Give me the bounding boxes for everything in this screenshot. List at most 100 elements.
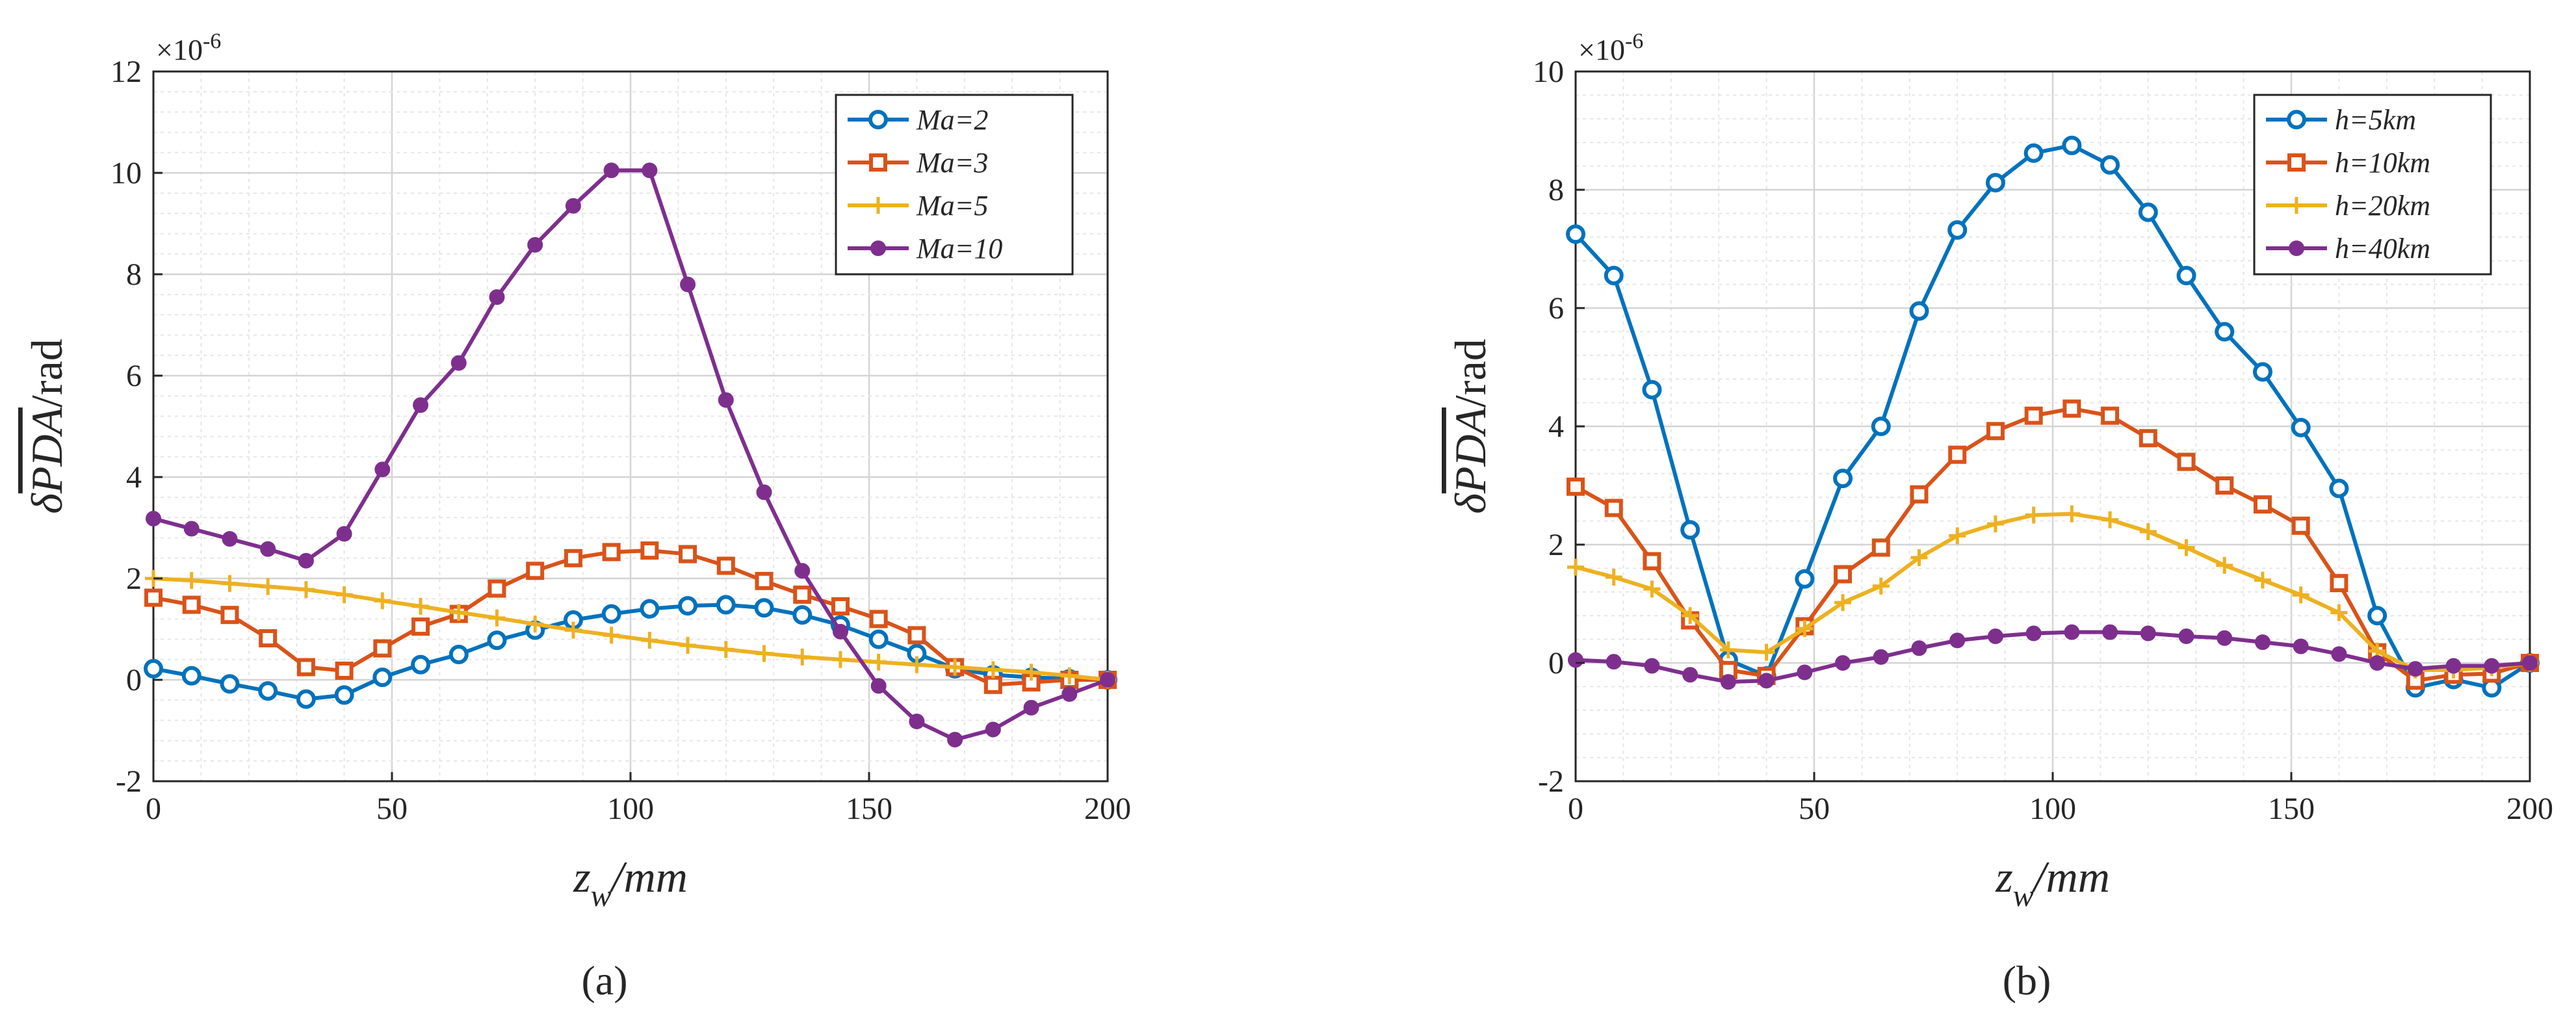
data-point — [1834, 565, 1853, 584]
y-tick-label: -2 — [116, 764, 142, 799]
data-point — [2331, 646, 2347, 662]
data-point — [2367, 606, 2387, 626]
data-point — [259, 629, 278, 648]
panel-a-x-ticks: 0 50 100 150 200 — [146, 772, 1131, 826]
data-point — [1797, 664, 1813, 680]
x-tick-label: 150 — [2268, 792, 2315, 826]
data-point — [2522, 655, 2538, 671]
panel-b-y-ticks: -2 0 2 4 6 8 10 — [1533, 55, 1585, 799]
data-point — [603, 162, 619, 179]
data-point — [1871, 417, 1891, 436]
data-point — [450, 355, 467, 371]
data-point — [1604, 499, 1623, 517]
data-point — [1720, 674, 1736, 690]
svg-text:δPDA/rad: δPDA/rad — [22, 339, 72, 514]
data-point — [488, 579, 506, 598]
data-point — [716, 595, 736, 615]
data-point — [298, 552, 314, 569]
data-point — [1909, 301, 1929, 321]
data-point — [2292, 586, 2309, 604]
data-point — [146, 510, 161, 526]
data-point — [564, 621, 582, 639]
data-point — [488, 609, 506, 627]
data-point — [679, 636, 697, 654]
panel-b-series — [1566, 135, 2540, 698]
y-tick-label: 6 — [126, 359, 142, 393]
legend-item: h=5km — [2266, 104, 2416, 136]
data-point — [1644, 658, 1660, 674]
data-point — [1643, 552, 1661, 571]
data-point — [335, 661, 354, 680]
data-point — [1643, 580, 1661, 598]
data-point — [640, 541, 659, 560]
data-point — [297, 581, 315, 599]
data-point — [678, 596, 698, 616]
panel-b-x-ticks: 0 50 100 150 200 — [1568, 772, 2553, 826]
data-point — [1719, 641, 1737, 658]
panel-a-y-axis-label: δPDA/rad — [22, 339, 72, 514]
data-point — [2101, 406, 2120, 425]
data-point — [2176, 265, 2196, 285]
data-point — [984, 661, 1002, 679]
data-point — [1568, 652, 1583, 668]
data-point — [1871, 538, 1890, 557]
data-point — [2100, 155, 2120, 175]
data-point — [832, 623, 848, 640]
data-point — [756, 484, 772, 500]
data-point — [2369, 655, 2386, 671]
data-point — [258, 681, 278, 701]
data-point — [222, 531, 238, 547]
data-point — [374, 592, 391, 610]
data-point — [411, 654, 431, 675]
data-point — [296, 689, 316, 709]
series-h=40km — [1568, 624, 2538, 690]
data-point — [2252, 362, 2272, 382]
legend-label: h=10km — [2335, 147, 2430, 179]
y-tick-label: 12 — [111, 55, 142, 89]
data-point — [2062, 135, 2082, 155]
data-point — [754, 598, 774, 618]
data-point — [526, 562, 545, 580]
data-point — [717, 641, 735, 658]
legend-label: Ma=3 — [916, 147, 988, 179]
data-point — [2215, 322, 2235, 342]
y-tick-label: 4 — [126, 460, 142, 495]
data-point — [2024, 406, 2043, 425]
data-point — [640, 599, 660, 619]
data-point — [144, 588, 163, 607]
data-point — [412, 597, 430, 615]
data-point — [2217, 630, 2233, 646]
data-point — [680, 276, 696, 292]
data-point — [985, 721, 1001, 738]
data-point — [947, 732, 963, 748]
data-point — [1873, 649, 1889, 665]
data-point — [602, 543, 621, 562]
data-point — [1100, 672, 1115, 688]
data-point — [1682, 607, 1699, 625]
data-point — [792, 605, 813, 625]
data-point — [2330, 604, 2348, 621]
data-point — [1947, 220, 1968, 240]
panel-a-legend: Ma=2 Ma=3 Ma=5 Ma=10 — [835, 94, 1074, 276]
data-point — [1642, 380, 1662, 400]
legend-marker — [870, 240, 886, 256]
legend-item: h=10km — [2266, 147, 2430, 179]
data-point — [2330, 574, 2348, 593]
legend-item: Ma=2 — [848, 104, 988, 136]
y-tick-label: 2 — [126, 562, 142, 596]
legend-item: h=20km — [2266, 190, 2430, 222]
y-tick-label: 8 — [126, 257, 142, 292]
svg-text:δPDA/rad: δPDA/rad — [1446, 339, 1495, 514]
data-point — [755, 571, 774, 590]
data-point — [221, 575, 239, 592]
data-point — [793, 585, 812, 604]
data-point — [831, 651, 849, 668]
data-point — [1872, 577, 1890, 595]
data-point — [601, 604, 621, 624]
data-point — [2177, 452, 2196, 471]
data-point — [1758, 673, 1775, 689]
data-point — [870, 678, 887, 694]
data-point — [1566, 224, 1585, 244]
